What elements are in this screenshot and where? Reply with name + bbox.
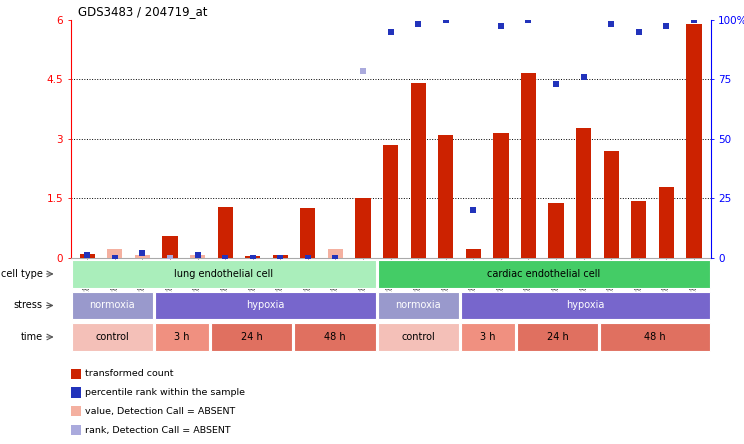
Bar (217, 207, 233, 258)
Point (219, 254, 231, 261)
Bar (273, 255, 288, 258)
Text: percentile rank within the sample: percentile rank within the sample (85, 388, 245, 397)
Bar (71, 260, 376, 288)
Text: hypoxia: hypoxia (566, 301, 605, 310)
Bar (631, 201, 647, 258)
Text: stress: stress (13, 301, 42, 310)
Text: time: time (20, 332, 42, 342)
Bar (190, 255, 205, 258)
Point (302, 254, 314, 261)
Text: value, Detection Call = ABSENT: value, Detection Call = ABSENT (85, 407, 235, 416)
Point (275, 254, 286, 261)
Bar (71, 387, 81, 397)
Text: cell type: cell type (1, 269, 42, 279)
Bar (155, 292, 376, 319)
Bar (466, 249, 481, 258)
Bar (548, 203, 564, 258)
Bar (658, 187, 674, 258)
Point (440, 16, 452, 24)
Point (606, 20, 618, 28)
Bar (383, 145, 398, 258)
Text: rank, Detection Call = ABSENT: rank, Detection Call = ABSENT (85, 426, 231, 435)
Text: GDS3483 / 204719_at: GDS3483 / 204719_at (78, 5, 208, 18)
Bar (600, 323, 710, 351)
Point (109, 254, 121, 261)
Bar (377, 323, 459, 351)
Bar (294, 323, 376, 351)
Bar (516, 323, 598, 351)
Point (192, 252, 204, 259)
Point (633, 28, 645, 36)
Bar (71, 425, 81, 435)
Bar (603, 151, 619, 258)
Text: lung endothelial cell: lung endothelial cell (174, 269, 273, 279)
Point (688, 16, 700, 24)
Bar (71, 323, 153, 351)
Bar (377, 260, 710, 288)
Point (522, 16, 534, 24)
Text: 24 h: 24 h (547, 332, 568, 342)
Bar (411, 83, 426, 258)
Text: hypoxia: hypoxia (246, 301, 285, 310)
Point (550, 80, 562, 87)
Point (577, 74, 589, 81)
Text: 48 h: 48 h (324, 332, 346, 342)
Point (357, 68, 369, 75)
Text: 3 h: 3 h (174, 332, 190, 342)
Bar (162, 236, 178, 258)
Point (164, 254, 176, 261)
Bar (461, 323, 515, 351)
Bar (80, 254, 94, 258)
Text: cardiac endothelial cell: cardiac endothelial cell (487, 269, 600, 279)
Bar (107, 249, 123, 258)
Text: control: control (402, 332, 435, 342)
Bar (576, 128, 591, 258)
Text: 3 h: 3 h (480, 332, 496, 342)
Bar (521, 73, 536, 258)
Text: control: control (95, 332, 129, 342)
Point (247, 254, 259, 261)
Point (412, 20, 424, 28)
Bar (461, 292, 710, 319)
Text: normoxia: normoxia (396, 301, 441, 310)
Bar (211, 323, 292, 351)
Bar (71, 292, 153, 319)
Text: 48 h: 48 h (644, 332, 666, 342)
Point (661, 22, 673, 29)
Bar (328, 249, 343, 258)
Bar (71, 369, 81, 379)
Bar (71, 406, 81, 416)
Point (385, 28, 397, 36)
Bar (493, 133, 508, 258)
Bar (301, 208, 315, 258)
Bar (438, 135, 453, 258)
Bar (135, 255, 150, 258)
Bar (687, 24, 702, 258)
Text: transformed count: transformed count (85, 369, 173, 378)
Bar (377, 292, 459, 319)
Point (81, 252, 93, 259)
Bar (245, 256, 260, 258)
Bar (356, 198, 371, 258)
Point (467, 206, 479, 214)
Text: 24 h: 24 h (240, 332, 263, 342)
Bar (155, 323, 209, 351)
Point (136, 249, 148, 256)
Point (330, 254, 341, 261)
Point (495, 22, 507, 29)
Text: normoxia: normoxia (89, 301, 135, 310)
